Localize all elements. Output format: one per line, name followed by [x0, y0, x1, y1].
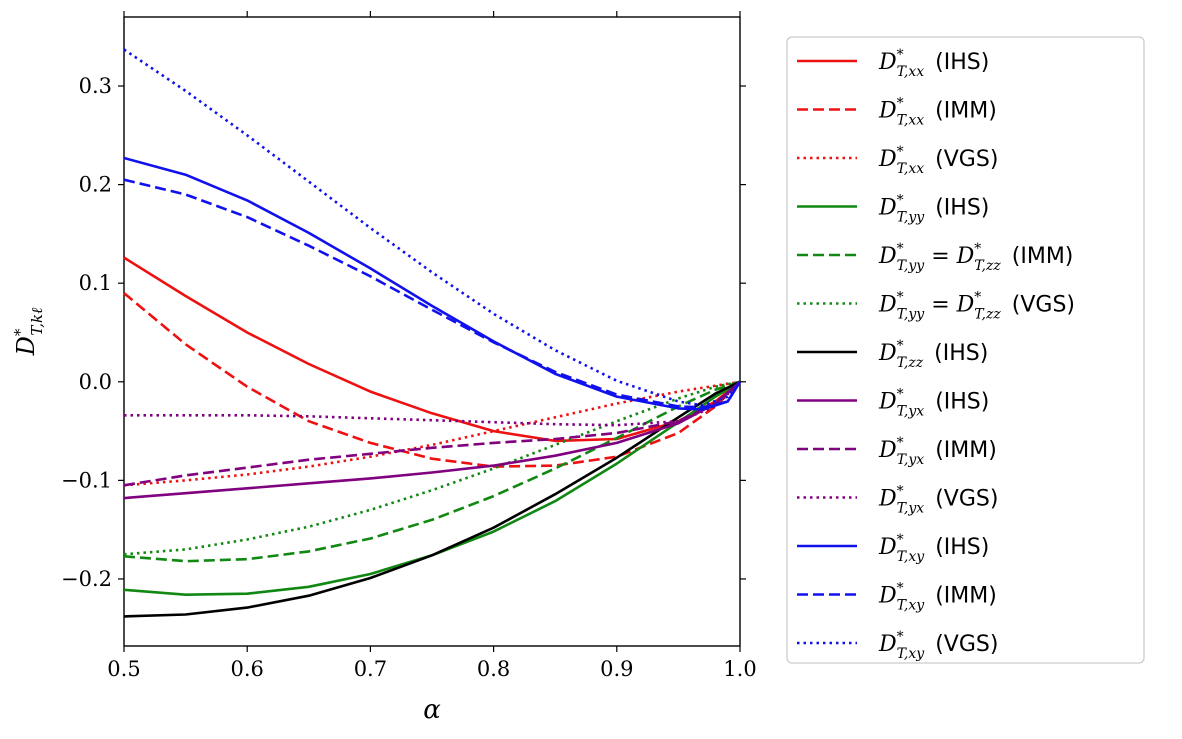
y-axis-label: D*T,kℓ — [11, 308, 46, 357]
legend-entry-label: D* T,xx (IHS) — [878, 47, 989, 80]
legend-entry-label: D* T,yy (IHS) — [878, 193, 989, 226]
series-line-11 — [123, 178, 742, 409]
x-tick-label: 1.0 — [723, 657, 756, 681]
legend-entry-label: D* T,xx (VGS) — [878, 144, 998, 177]
y-tick-label: −0.2 — [61, 567, 112, 591]
y-tick-label: 0.0 — [79, 370, 112, 394]
x-axis-label: α — [423, 695, 441, 725]
series-lines — [123, 48, 742, 618]
legend-entry-label: D* T,yx (IHS) — [878, 387, 989, 420]
y-tick-label: 0.3 — [79, 74, 112, 98]
series-line-10 — [123, 156, 742, 411]
legend: D* T,xx (IHS) D* T,xx (IMM) D* T,xx (VGS) D* T,… — [786, 36, 1145, 664]
y-tick-label: −0.1 — [61, 468, 112, 492]
legend-entry-label: D* T,zz (IHS) — [878, 338, 988, 371]
series-line-0 — [123, 256, 741, 443]
series-line-6 — [123, 380, 741, 618]
y-tick-label: 0.2 — [79, 173, 112, 197]
series-line-1 — [123, 292, 741, 468]
x-tick-label: 0.7 — [354, 657, 387, 681]
legend-entry-label: D* T,yy = D* T,zz (VGS) — [878, 290, 1075, 323]
plot-frame — [123, 16, 741, 647]
x-tick-label: 0.8 — [477, 657, 510, 681]
y-axis-label-text: D*T,kℓ — [11, 308, 46, 357]
legend-entry-label: D* T,xy (IHS) — [878, 532, 989, 565]
legend-entry-label: D* T,yx (IMM) — [878, 435, 997, 468]
x-tick-label: 0.6 — [230, 657, 263, 681]
legend-entry-label: D* T,yx (VGS) — [878, 484, 998, 517]
legend-entry-label: D* T,xy (IMM) — [878, 581, 997, 614]
legend-entry-label: D* T,yy = D* T,zz (IMM) — [878, 241, 1073, 274]
legend-box — [786, 36, 1145, 664]
y-tick-label: 0.1 — [79, 271, 112, 295]
axes-frame — [123, 16, 741, 647]
series-line-4 — [123, 380, 741, 563]
axis-ticks: 0.5 0.6 0.7 0.8 0.9 1.0 −0.2 −0.1 0.0 0.1 0.2 0.3 — [61, 11, 757, 681]
series-line-9 — [124, 380, 741, 427]
x-tick-label: 0.5 — [107, 657, 140, 681]
series-line-5 — [123, 380, 741, 556]
x-tick-label: 0.9 — [600, 657, 633, 681]
series-line-12 — [123, 48, 741, 407]
legend-entry-label: D* T,xx (IMM) — [878, 96, 997, 129]
legend-entry-label: D* T,xy (VGS) — [878, 629, 998, 662]
